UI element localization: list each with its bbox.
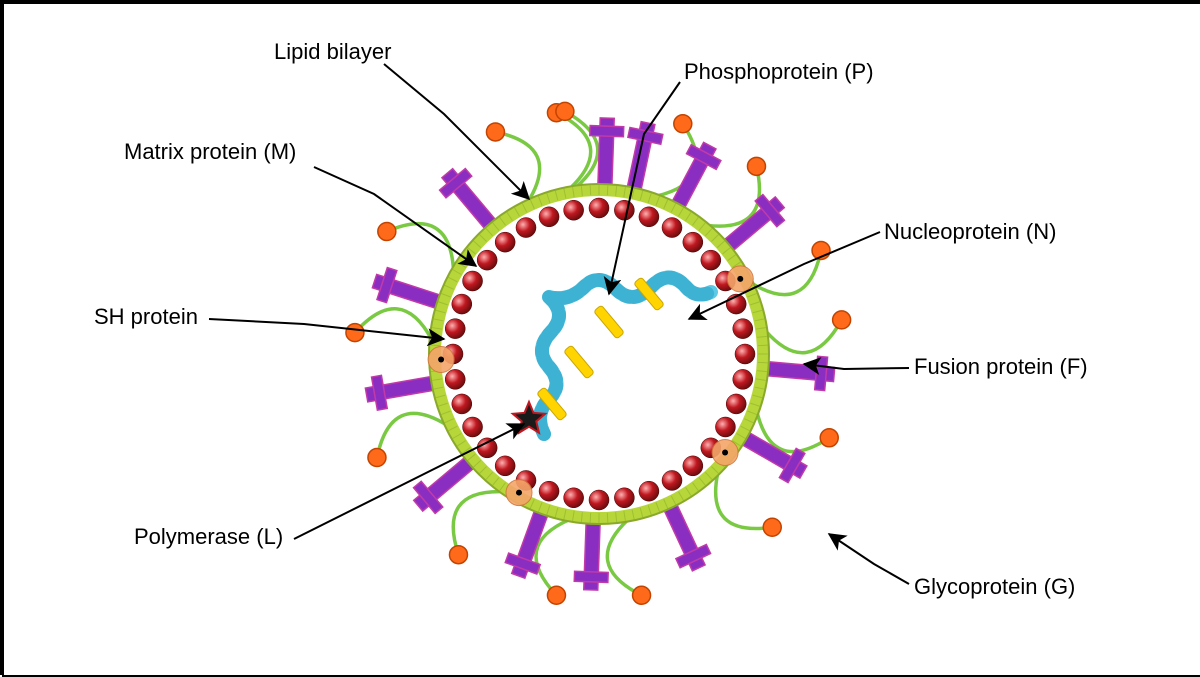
leader-sh bbox=[209, 319, 444, 339]
glycoprotein-head bbox=[486, 123, 504, 141]
label-fusion: Fusion protein (F) bbox=[914, 354, 1088, 379]
sh-protein bbox=[428, 347, 454, 373]
fusion-protein bbox=[763, 352, 836, 392]
glycoprotein-head bbox=[633, 586, 651, 604]
label-glyco: Glycoprotein (G) bbox=[914, 574, 1075, 599]
sh-protein bbox=[712, 440, 738, 466]
glycoprotein-stem bbox=[355, 309, 432, 340]
glycoprotein-stem bbox=[607, 519, 641, 595]
label-sh: SH protein bbox=[94, 304, 198, 329]
leader-glyco bbox=[829, 534, 909, 584]
glycoprotein-stem bbox=[377, 413, 447, 457]
glycoprotein-stem bbox=[387, 224, 454, 270]
glycoprotein-stem bbox=[765, 320, 841, 353]
glycoprotein-head bbox=[674, 115, 692, 133]
label-matrix: Matrix protein (M) bbox=[124, 139, 296, 164]
label-nucleo: Nucleoprotein (N) bbox=[884, 219, 1056, 244]
glycoprotein-head bbox=[747, 157, 765, 175]
glycoprotein-stem bbox=[495, 132, 539, 202]
glycoprotein-head bbox=[763, 518, 781, 536]
glycoprotein-head bbox=[833, 311, 851, 329]
sh-protein bbox=[506, 480, 532, 506]
virus-interior bbox=[467, 222, 731, 486]
fusion-protein bbox=[364, 366, 439, 411]
glycoprotein-head bbox=[820, 429, 838, 447]
fusion-protein bbox=[588, 118, 624, 189]
glycoprotein-head bbox=[449, 546, 467, 564]
sh-protein bbox=[727, 266, 753, 292]
label-lipid: Lipid bilayer bbox=[274, 39, 391, 64]
label-phospho: Phosphoprotein (P) bbox=[684, 59, 874, 84]
glycoprotein-head bbox=[368, 449, 386, 467]
glycoprotein-stem bbox=[716, 473, 773, 529]
fusion-protein bbox=[574, 519, 610, 590]
label-polymerase: Polymerase (L) bbox=[134, 524, 283, 549]
glycoprotein-head bbox=[547, 586, 565, 604]
glycoprotein-head bbox=[346, 324, 364, 342]
glycoprotein-head bbox=[556, 102, 574, 120]
glycoprotein-head bbox=[378, 223, 396, 241]
